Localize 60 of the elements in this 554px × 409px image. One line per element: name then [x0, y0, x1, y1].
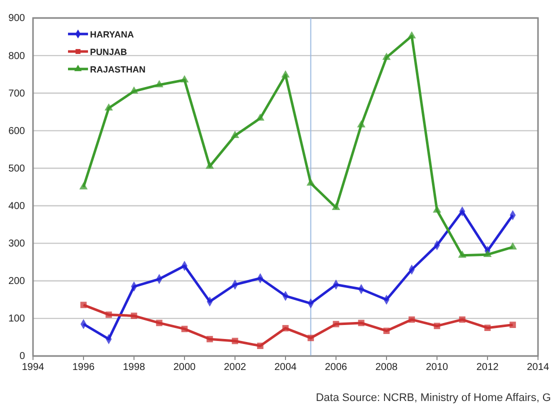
legend-label: HARYANA	[90, 30, 134, 40]
point	[180, 75, 189, 82]
y-tick-label: 700	[8, 88, 26, 100]
x-tick-label: 1998	[122, 362, 146, 374]
point	[155, 80, 164, 88]
legend-label: RAJASTHAN	[90, 64, 146, 74]
x-tick-label: 2008	[375, 362, 398, 374]
x-tick-label: 2006	[324, 362, 348, 374]
point	[281, 70, 290, 78]
y-tick-label: 500	[8, 163, 26, 174]
point	[408, 31, 416, 38]
point	[332, 202, 340, 210]
point	[383, 328, 390, 334]
point	[206, 162, 214, 169]
point	[434, 322, 440, 330]
x-tick-label: 1996	[72, 362, 96, 374]
x-tick-label: 1994	[22, 362, 45, 374]
point	[332, 320, 340, 328]
point	[106, 312, 112, 318]
point	[256, 113, 264, 121]
point	[483, 250, 492, 258]
point	[230, 130, 240, 138]
legend-label: PUNJAB	[90, 47, 128, 57]
source-note: Data Source: NCRB, Ministry of Home Affairs, G	[316, 392, 551, 404]
point	[382, 52, 391, 60]
y-tick-label: 900	[8, 13, 26, 24]
point	[408, 316, 415, 323]
y-tick-label: 300	[8, 238, 26, 250]
y-tick-label: 100	[8, 314, 26, 325]
point	[206, 336, 213, 342]
point	[458, 250, 466, 258]
x-tick-label: 2000	[173, 362, 196, 374]
point	[459, 316, 466, 323]
x-tick-label: 2012	[476, 362, 500, 374]
point	[130, 312, 138, 319]
point	[308, 334, 314, 342]
point	[104, 103, 113, 111]
y-tick-label: 200	[8, 276, 26, 288]
x-tick-label: 2004	[274, 362, 298, 374]
point	[508, 242, 517, 250]
y-tick-label: 600	[8, 126, 26, 137]
point	[282, 325, 289, 332]
y-tick-label: 400	[8, 200, 26, 212]
point	[80, 302, 87, 308]
point	[484, 324, 491, 331]
x-tick-label: 2010	[426, 362, 449, 374]
x-tick-label: 2014	[526, 362, 550, 374]
y-tick-label: 800	[8, 50, 26, 62]
point	[232, 338, 238, 344]
point	[130, 86, 138, 94]
point	[156, 320, 162, 326]
point	[358, 320, 364, 326]
point	[181, 326, 188, 332]
point	[306, 178, 315, 186]
y-tick-label: 0	[19, 351, 26, 362]
point	[510, 322, 516, 328]
point	[257, 342, 264, 350]
point	[357, 120, 366, 128]
point	[79, 182, 88, 190]
x-tick-label: 2002	[224, 362, 247, 374]
